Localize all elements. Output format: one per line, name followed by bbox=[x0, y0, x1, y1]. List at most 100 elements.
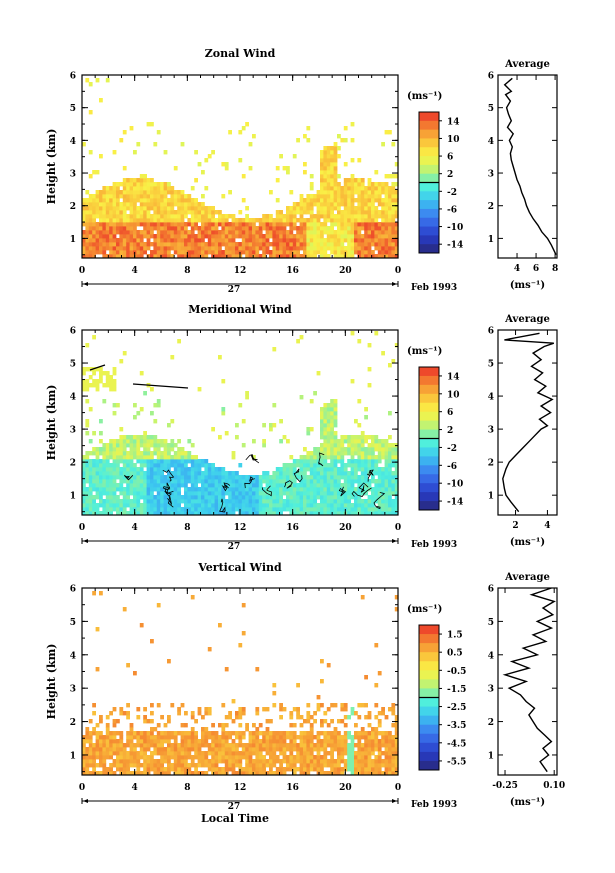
x-tick-label: 12 bbox=[234, 266, 247, 276]
heatmap-cell bbox=[163, 491, 168, 496]
heatmap-cell bbox=[238, 487, 243, 492]
day-label: 27 bbox=[228, 542, 241, 552]
heatmap-cell bbox=[221, 767, 226, 772]
heatmap-cell bbox=[347, 751, 351, 756]
colorbar-swatch bbox=[419, 393, 439, 404]
heatmap-cell bbox=[194, 771, 198, 776]
heatmap-cell bbox=[299, 471, 304, 476]
heatmap-cell bbox=[367, 250, 372, 255]
heatmap-cell bbox=[119, 214, 124, 219]
heatmap-cell bbox=[350, 483, 355, 488]
colorbar-tick-label: 1.5 bbox=[447, 631, 463, 641]
heatmap-cell bbox=[116, 250, 120, 255]
heatmap-cell bbox=[156, 763, 161, 768]
heatmap-cell bbox=[126, 238, 130, 243]
y-tick-label: 5 bbox=[70, 360, 76, 370]
heatmap-cell bbox=[265, 735, 270, 740]
heatmap-cell bbox=[133, 731, 137, 736]
heatmap-cell bbox=[323, 166, 328, 171]
heatmap-cell bbox=[394, 194, 399, 199]
heatmap-cell bbox=[224, 431, 229, 436]
heatmap-cell bbox=[204, 463, 209, 468]
day-label: 27 bbox=[228, 285, 241, 295]
heatmap-cell bbox=[330, 198, 334, 203]
heatmap-cell bbox=[170, 459, 175, 464]
heatmap-cell bbox=[381, 443, 385, 448]
heatmap-cell bbox=[116, 471, 120, 476]
heatmap-cell bbox=[248, 483, 253, 488]
heatmap-cell bbox=[143, 731, 147, 736]
heatmap-cell bbox=[299, 463, 304, 468]
heatmap-cell bbox=[391, 451, 396, 456]
heatmap-cell bbox=[82, 471, 86, 476]
heatmap-cell bbox=[286, 166, 290, 171]
heatmap-cell bbox=[207, 751, 212, 756]
heatmap-cell bbox=[85, 455, 90, 460]
heatmap-cell bbox=[371, 739, 375, 744]
heatmap-cell bbox=[343, 703, 348, 708]
heatmap-cell bbox=[129, 439, 134, 444]
heatmap-cell bbox=[333, 222, 338, 227]
heatmap-cell bbox=[377, 739, 382, 744]
heatmap-cell bbox=[313, 479, 317, 484]
heatmap-cell bbox=[245, 751, 249, 756]
heatmap-cell bbox=[105, 226, 110, 231]
heatmap-cell bbox=[388, 743, 392, 748]
heatmap-cell bbox=[99, 375, 103, 380]
heatmap-cell bbox=[282, 226, 287, 231]
heatmap-cell bbox=[391, 250, 396, 255]
heatmap-cell bbox=[326, 475, 331, 480]
heatmap-cell bbox=[323, 210, 328, 215]
heatmap-cell bbox=[95, 367, 100, 372]
heatmap-cell bbox=[269, 495, 273, 500]
heatmap-cell bbox=[218, 759, 222, 764]
heatmap-cell bbox=[367, 451, 372, 456]
heatmap-cell bbox=[143, 755, 147, 760]
heatmap-cell bbox=[326, 242, 331, 247]
heatmap-cell bbox=[112, 238, 117, 243]
heatmap-cell bbox=[129, 463, 134, 468]
heatmap-cell bbox=[143, 198, 147, 203]
heatmap-cell bbox=[364, 771, 368, 776]
heatmap-cell bbox=[262, 439, 266, 444]
heatmap-cell bbox=[116, 206, 120, 211]
heatmap-cell bbox=[394, 463, 399, 468]
heatmap-cell bbox=[102, 234, 107, 239]
heatmap-cell bbox=[299, 503, 304, 508]
heatmap-cell bbox=[255, 759, 260, 764]
heatmap-cell bbox=[245, 218, 249, 223]
heatmap-cell bbox=[224, 234, 229, 239]
heatmap-cell bbox=[211, 214, 215, 219]
heatmap-cell bbox=[136, 503, 141, 508]
heatmap-cell bbox=[95, 667, 100, 672]
heatmap-cell bbox=[156, 194, 161, 199]
heatmap-cell bbox=[150, 122, 154, 127]
heatmap-cell bbox=[303, 238, 307, 243]
heatmap-cell bbox=[126, 771, 130, 776]
profile-y-tick-label: 6 bbox=[488, 72, 494, 82]
heatmap-cell bbox=[323, 487, 328, 492]
heatmap-cell bbox=[333, 475, 338, 480]
heatmap-cell bbox=[394, 202, 399, 207]
heatmap-cell bbox=[126, 451, 130, 456]
heatmap-cell bbox=[126, 663, 130, 668]
heatmap-cell bbox=[340, 483, 345, 488]
heatmap-cell bbox=[262, 214, 266, 219]
heatmap-cell bbox=[360, 443, 365, 448]
profile-x-tick-label: -0.25 bbox=[492, 781, 518, 791]
heatmap-cell bbox=[326, 415, 331, 420]
heatmap-cell bbox=[109, 487, 113, 492]
heatmap-cell bbox=[384, 747, 389, 752]
heatmap-cell bbox=[320, 455, 324, 460]
heatmap-cell bbox=[265, 771, 270, 776]
heatmap-cell bbox=[201, 210, 205, 215]
heatmap-cell bbox=[320, 511, 324, 516]
heatmap-cell bbox=[143, 178, 147, 183]
heatmap-cell bbox=[119, 242, 124, 247]
heatmap-cell bbox=[364, 447, 368, 452]
heatmap-cell bbox=[282, 755, 287, 760]
heatmap-cell bbox=[136, 715, 141, 720]
heatmap-cell bbox=[323, 731, 328, 736]
heatmap-cell bbox=[354, 495, 358, 500]
heatmap-cell bbox=[167, 767, 171, 772]
